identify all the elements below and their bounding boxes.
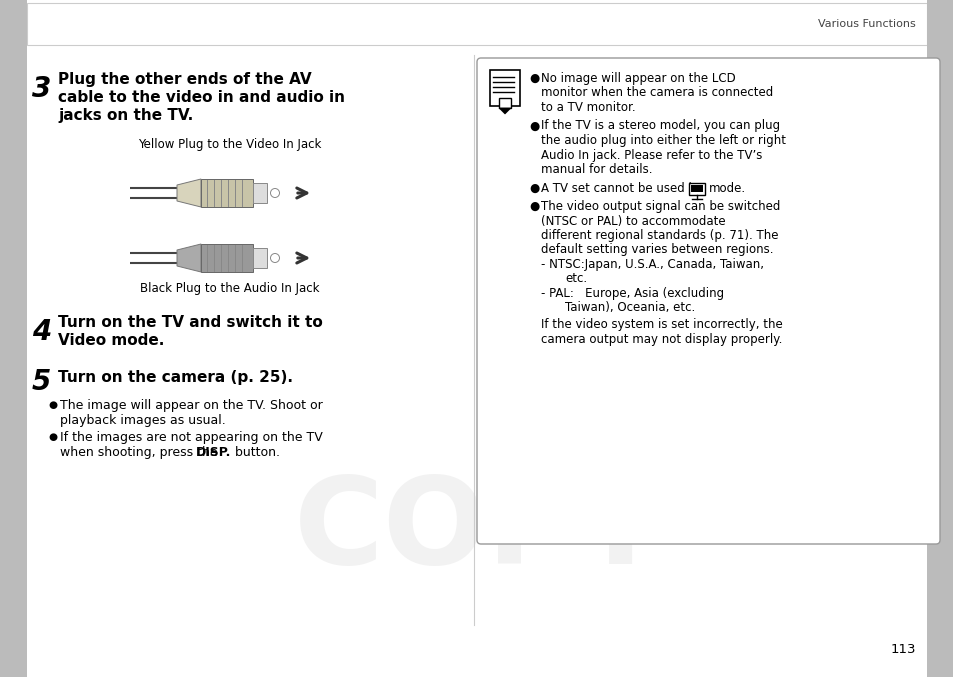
FancyBboxPatch shape	[476, 58, 939, 544]
Text: A TV set cannot be used in: A TV set cannot be used in	[540, 181, 699, 194]
Bar	[27, 3, 926, 45]
Text: No image will appear on the LCD: No image will appear on the LCD	[540, 72, 735, 85]
Text: If the video system is set incorrectly, the: If the video system is set incorrectly, …	[540, 318, 781, 331]
Text: ●: ●	[529, 72, 538, 85]
Text: - NTSC:Japan, U.S.A., Canada, Taiwan,: - NTSC:Japan, U.S.A., Canada, Taiwan,	[540, 258, 763, 271]
Text: ●: ●	[529, 181, 538, 194]
Text: DISP.: DISP.	[195, 446, 232, 459]
Bar	[201, 179, 253, 207]
Bar	[688, 183, 704, 194]
Text: 5: 5	[32, 368, 51, 396]
Text: Yellow Plug to the Video In Jack: Yellow Plug to the Video In Jack	[138, 138, 321, 151]
Text: the audio plug into either the left or right: the audio plug into either the left or r…	[540, 134, 785, 147]
Text: jacks on the TV.: jacks on the TV.	[58, 108, 193, 123]
Text: default setting varies between regions.: default setting varies between regions.	[540, 244, 773, 257]
Text: 3: 3	[32, 75, 51, 103]
Text: mode.: mode.	[708, 181, 745, 194]
Text: different regional standards (p. 71). The: different regional standards (p. 71). Th…	[540, 229, 778, 242]
Text: 113: 113	[889, 643, 915, 656]
Text: If the images are not appearing on the TV: If the images are not appearing on the T…	[60, 431, 322, 444]
Text: Black Plug to the Audio In Jack: Black Plug to the Audio In Jack	[140, 282, 319, 295]
Text: If the TV is a stereo model, you can plug: If the TV is a stereo model, you can plu…	[540, 120, 780, 133]
Bar	[690, 185, 702, 192]
Text: The image will appear on the TV. Shoot or: The image will appear on the TV. Shoot o…	[60, 399, 322, 412]
Text: ●: ●	[48, 400, 57, 410]
Bar	[926, 0, 953, 677]
Bar	[253, 248, 267, 268]
Text: 4: 4	[32, 318, 51, 346]
Text: ●: ●	[48, 432, 57, 442]
Circle shape	[271, 253, 279, 263]
Text: (NTSC or PAL) to accommodate: (NTSC or PAL) to accommodate	[540, 215, 725, 227]
Bar	[498, 98, 511, 108]
Text: Various Functions: Various Functions	[818, 19, 915, 29]
Text: when shooting, press the: when shooting, press the	[60, 446, 221, 459]
Text: Audio In jack. Please refer to the TV’s: Audio In jack. Please refer to the TV’s	[540, 148, 761, 162]
Polygon shape	[177, 244, 201, 272]
Text: Taiwan), Oceania, etc.: Taiwan), Oceania, etc.	[564, 301, 695, 315]
Bar	[201, 244, 253, 272]
Text: to a TV monitor.: to a TV monitor.	[540, 101, 635, 114]
Text: Turn on the camera (p. 25).: Turn on the camera (p. 25).	[58, 370, 293, 385]
Text: - PAL:   Europe, Asia (excluding: - PAL: Europe, Asia (excluding	[540, 287, 723, 300]
Text: Plug the other ends of the AV: Plug the other ends of the AV	[58, 72, 312, 87]
Text: playback images as usual.: playback images as usual.	[60, 414, 226, 427]
Text: cable to the video in and audio in: cable to the video in and audio in	[58, 90, 345, 105]
Text: Video mode.: Video mode.	[58, 333, 164, 348]
Text: Turn on the TV and switch it to: Turn on the TV and switch it to	[58, 315, 322, 330]
Bar	[490, 70, 519, 106]
Text: COPY: COPY	[294, 471, 665, 588]
Text: The video output signal can be switched: The video output signal can be switched	[540, 200, 780, 213]
Text: ●: ●	[529, 200, 538, 213]
Bar	[0, 0, 27, 677]
Polygon shape	[177, 179, 201, 207]
Polygon shape	[498, 108, 511, 114]
Circle shape	[271, 188, 279, 198]
Bar	[253, 183, 267, 203]
Text: button.: button.	[231, 446, 280, 459]
Text: manual for details.: manual for details.	[540, 163, 652, 176]
Text: ●: ●	[529, 120, 538, 133]
Text: monitor when the camera is connected: monitor when the camera is connected	[540, 87, 773, 100]
Text: etc.: etc.	[564, 273, 586, 286]
Text: camera output may not display properly.: camera output may not display properly.	[540, 332, 781, 345]
